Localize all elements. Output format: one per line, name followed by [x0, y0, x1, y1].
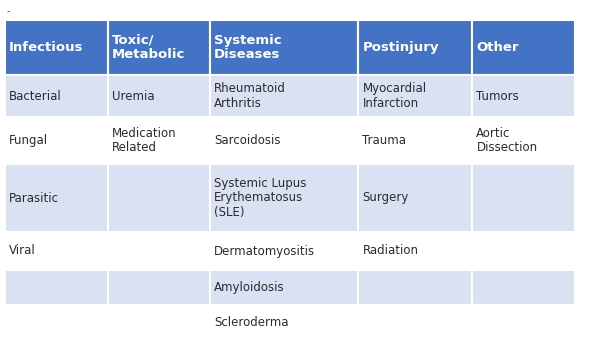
Bar — [107, 75, 210, 117]
Text: Scleroderma: Scleroderma — [214, 316, 289, 329]
Bar — [5, 164, 107, 232]
Text: Surgery: Surgery — [362, 192, 409, 205]
Text: Viral: Viral — [9, 244, 36, 257]
Bar — [5, 232, 107, 270]
Bar — [210, 232, 358, 270]
Text: Dermatomyositis: Dermatomyositis — [214, 244, 316, 257]
Bar — [5, 117, 107, 164]
Bar — [358, 232, 472, 270]
Bar — [107, 164, 210, 232]
Bar — [5, 305, 107, 340]
Text: Postinjury: Postinjury — [362, 41, 439, 54]
Bar — [358, 305, 472, 340]
Text: Bacterial: Bacterial — [9, 89, 62, 103]
Bar — [472, 232, 575, 270]
Text: Toxic/
Metabolic: Toxic/ Metabolic — [112, 34, 185, 61]
Bar — [472, 75, 575, 117]
Bar — [210, 305, 358, 340]
Text: Systemic Lupus
Erythematosus
(SLE): Systemic Lupus Erythematosus (SLE) — [214, 177, 307, 219]
Bar — [107, 305, 210, 340]
Text: Systemic
Diseases: Systemic Diseases — [214, 34, 282, 61]
Bar — [107, 20, 210, 75]
Bar — [358, 20, 472, 75]
Bar — [5, 75, 107, 117]
Text: Myocardial
Infarction: Myocardial Infarction — [362, 82, 427, 110]
Text: Rheumatoid
Arthritis: Rheumatoid Arthritis — [214, 82, 286, 110]
Bar — [358, 117, 472, 164]
Bar — [472, 164, 575, 232]
Text: Trauma: Trauma — [362, 134, 406, 147]
Text: Fungal: Fungal — [9, 134, 48, 147]
Text: Infectious: Infectious — [9, 41, 83, 54]
Text: Other: Other — [476, 41, 519, 54]
Bar — [472, 305, 575, 340]
Bar — [472, 270, 575, 305]
Bar — [107, 117, 210, 164]
Bar — [358, 164, 472, 232]
Text: Aortic
Dissection: Aortic Dissection — [476, 127, 538, 154]
Bar — [210, 117, 358, 164]
Text: Amyloidosis: Amyloidosis — [214, 281, 285, 294]
Bar — [472, 20, 575, 75]
Text: Parasitic: Parasitic — [9, 192, 59, 205]
Bar — [210, 270, 358, 305]
Bar — [210, 75, 358, 117]
Bar — [5, 20, 107, 75]
Bar — [358, 75, 472, 117]
Bar — [358, 270, 472, 305]
Text: Medication
Related: Medication Related — [112, 127, 176, 154]
Text: Sarcoidosis: Sarcoidosis — [214, 134, 281, 147]
Bar — [472, 117, 575, 164]
Bar — [210, 20, 358, 75]
Bar — [210, 164, 358, 232]
Bar — [107, 270, 210, 305]
Text: -: - — [7, 6, 11, 16]
Bar — [107, 232, 210, 270]
Text: Uremia: Uremia — [112, 89, 154, 103]
Text: Tumors: Tumors — [476, 89, 519, 103]
Text: Radiation: Radiation — [362, 244, 418, 257]
Bar — [5, 270, 107, 305]
